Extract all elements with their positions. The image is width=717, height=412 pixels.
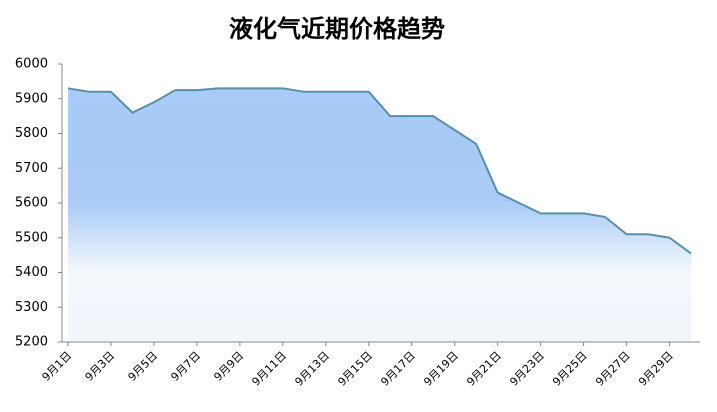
x-tick-label: 9月19日 bbox=[421, 349, 461, 389]
chart-title: 液化气近期价格趋势 bbox=[229, 15, 445, 43]
x-tick-label: 9月21日 bbox=[464, 349, 504, 389]
x-tick-label: 9月3日 bbox=[83, 349, 118, 384]
y-tick-label: 5400 bbox=[15, 265, 48, 280]
y-tick-label: 5500 bbox=[15, 230, 48, 245]
x-tick-label: 9月9日 bbox=[211, 349, 246, 384]
x-tick-label: 9月27日 bbox=[593, 349, 633, 389]
y-tick-label: 5900 bbox=[15, 91, 48, 106]
x-tick-label: 9月11日 bbox=[249, 349, 289, 389]
y-tick-label: 6000 bbox=[15, 57, 48, 72]
y-tick-label: 5200 bbox=[15, 335, 48, 350]
x-tick-label: 9月13日 bbox=[292, 349, 332, 389]
x-tick-label: 9月7日 bbox=[168, 349, 203, 384]
y-tick-label: 5300 bbox=[15, 300, 48, 315]
y-tick-label: 5800 bbox=[15, 126, 48, 141]
area-fill bbox=[68, 88, 691, 342]
x-tick-label: 9月17日 bbox=[378, 349, 418, 389]
x-tick-label: 9月1日 bbox=[40, 349, 75, 384]
x-tick-label: 9月23日 bbox=[507, 349, 547, 389]
x-tick-label: 9月5日 bbox=[126, 349, 161, 384]
line bbox=[67, 87, 692, 255]
x-tick-label: 9月15日 bbox=[335, 349, 375, 389]
y-tick-label: 5700 bbox=[15, 161, 48, 176]
x-tick-label: 9月29日 bbox=[636, 349, 676, 389]
x-tick-label: 9月25日 bbox=[550, 349, 590, 389]
y-tick-label: 5600 bbox=[15, 196, 48, 211]
